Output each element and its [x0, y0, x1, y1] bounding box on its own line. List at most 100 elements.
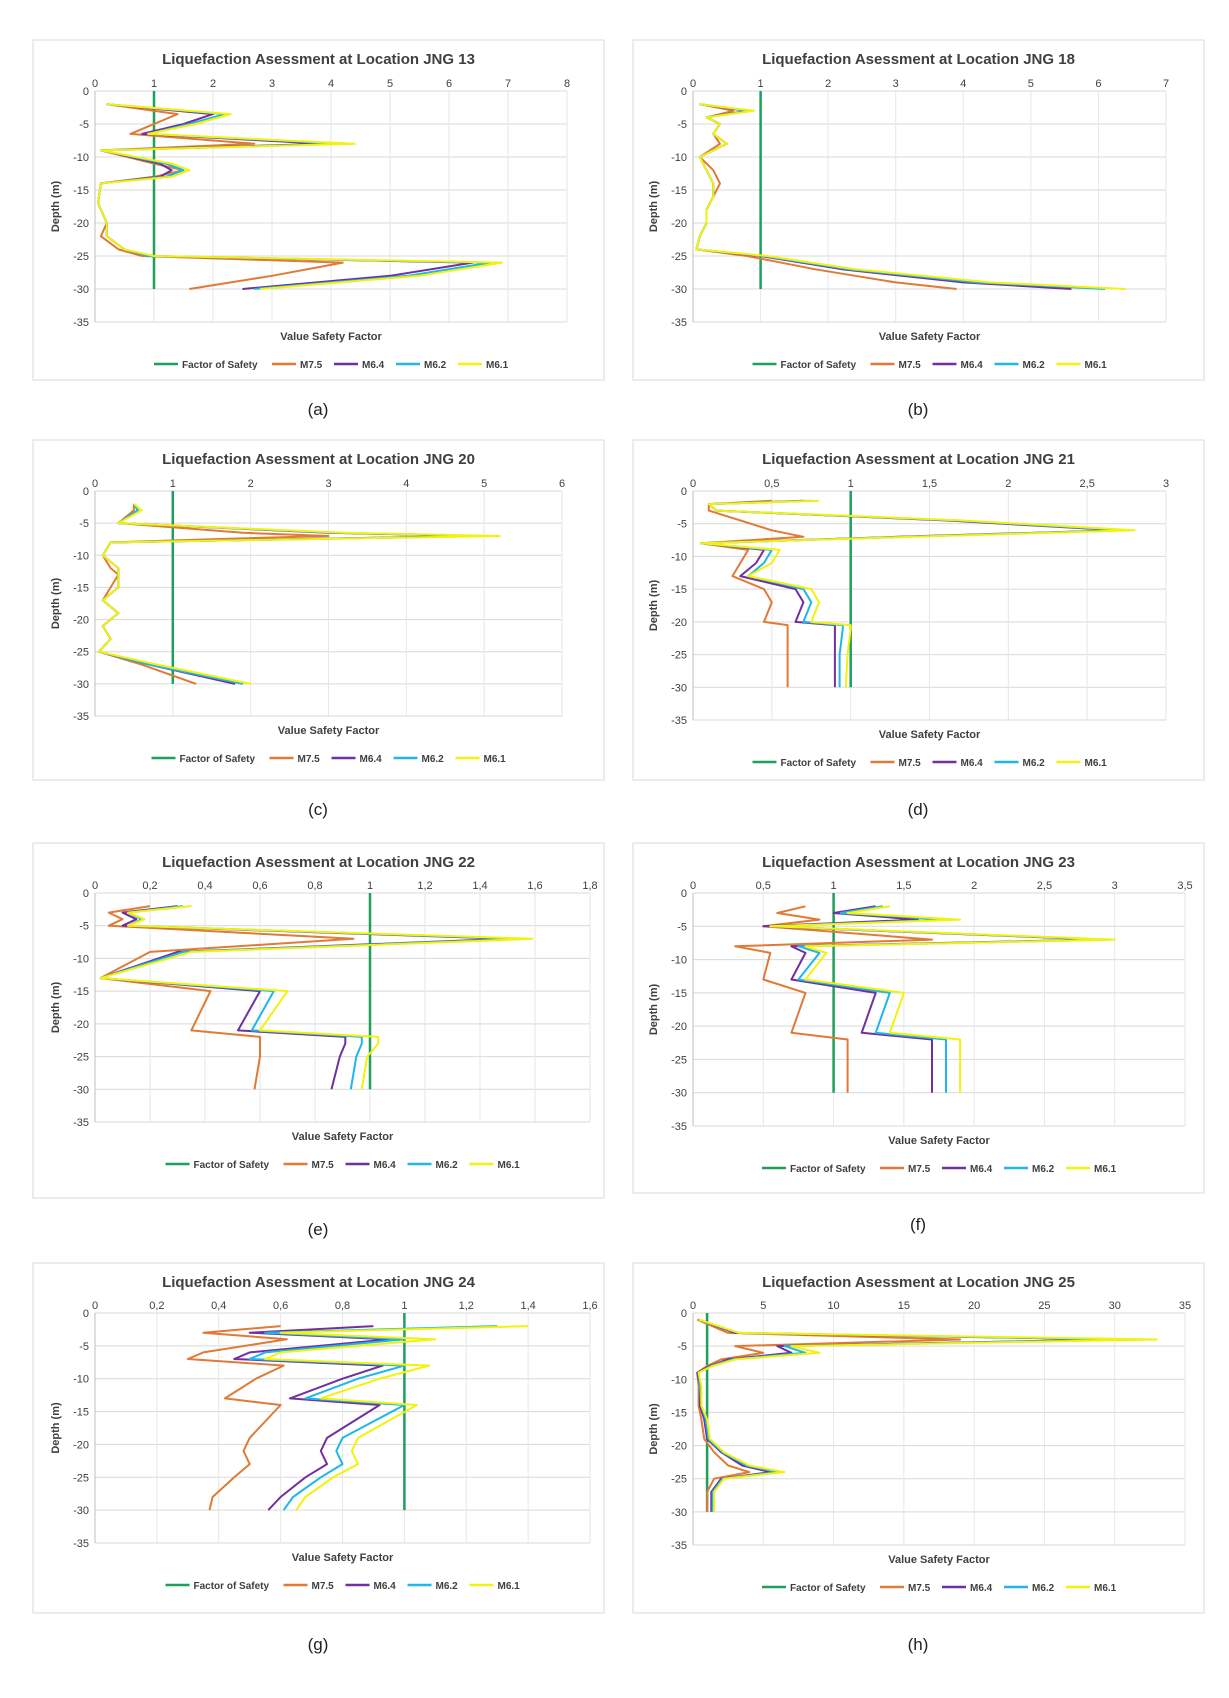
series-line-m7-5 [186, 1325, 288, 1511]
y-tick-label: -15 [671, 584, 687, 596]
series-line-m6-1 [97, 503, 501, 685]
series-line-m7-5 [734, 905, 933, 1093]
y-tick-label: -25 [671, 1054, 687, 1066]
y-tick-label: -5 [677, 1341, 687, 1353]
y-tick-label: -20 [73, 1019, 89, 1031]
x-tick-label: 0,6 [252, 880, 267, 892]
x-tick-label: 2,5 [1037, 880, 1052, 892]
y-tick-label: -20 [671, 1441, 687, 1453]
y-axis-label: Depth (m) [50, 982, 62, 1034]
y-tick-label: -30 [671, 682, 687, 694]
legend-label: M7.5 [899, 360, 922, 371]
x-tick-label: 1,2 [459, 1300, 474, 1312]
y-tick-label: -20 [73, 615, 89, 627]
y-tick-label: -20 [73, 218, 89, 230]
panel-caption: (f) [910, 1215, 926, 1234]
chart-panel-5: Liquefaction Asessment at Location JNG 2… [32, 842, 605, 1199]
y-axis-label: Depth (m) [50, 578, 62, 630]
y-tick-label: -10 [671, 1374, 687, 1386]
x-tick-label: 1,5 [896, 880, 911, 892]
y-tick-label: 0 [83, 86, 89, 98]
y-tick-label: -20 [671, 617, 687, 629]
legend-label: M6.1 [498, 1581, 521, 1592]
chart-title: Liquefaction Asessment at Location JNG 2… [162, 854, 475, 871]
series-line-m7-5 [699, 499, 805, 688]
x-tick-label: 0 [690, 478, 696, 490]
x-tick-label: 1,2 [417, 880, 432, 892]
y-tick-label: -15 [671, 1407, 687, 1419]
x-tick-label: 0,5 [764, 478, 779, 490]
legend-label: Factor of Safety [790, 1583, 866, 1594]
chart-panel-7: Liquefaction Asessment at Location JNG 2… [32, 1262, 605, 1614]
legend-label: M6.4 [961, 758, 984, 769]
chart-title: Liquefaction Asessment at Location JNG 2… [762, 1274, 1075, 1291]
y-tick-label: -15 [671, 185, 687, 197]
series-line-m6-1 [97, 103, 504, 290]
legend-label: M6.4 [360, 754, 383, 765]
y-tick-label: -30 [73, 284, 89, 296]
y-tick-label: -25 [671, 251, 687, 263]
chart-title: Liquefaction Asessment at Location JNG 1… [162, 51, 475, 68]
legend-label: Factor of Safety [194, 1581, 270, 1592]
x-tick-label: 3,5 [1177, 880, 1192, 892]
y-tick-label: -35 [73, 1117, 89, 1129]
chart-panel-8: Liquefaction Asessment at Location JNG 2… [632, 1262, 1205, 1614]
x-tick-label: 0 [690, 1300, 696, 1312]
y-axis-label: Depth (m) [648, 580, 660, 632]
y-tick-label: 0 [681, 888, 687, 900]
chart-frame [32, 842, 605, 1199]
y-axis-label: Depth (m) [648, 181, 660, 233]
x-tick-label: 1 [848, 478, 854, 490]
legend-label: M7.5 [312, 1581, 335, 1592]
chart-frame [32, 439, 605, 781]
x-tick-label: 30 [1109, 1300, 1121, 1312]
legend-label: M6.2 [422, 754, 445, 765]
legend-label: M6.4 [374, 1160, 397, 1171]
panel-caption: (h) [908, 1635, 929, 1654]
chart-title: Liquefaction Asessment at Location JNG 1… [762, 51, 1075, 68]
chart-title: Liquefaction Asessment at Location JNG 2… [762, 451, 1075, 468]
legend-label: M7.5 [312, 1160, 335, 1171]
y-tick-label: 0 [681, 486, 687, 498]
x-tick-label: 0 [92, 880, 98, 892]
chart-frame [632, 842, 1205, 1194]
legend-label: M6.4 [961, 360, 984, 371]
legend-label: M6.1 [486, 360, 509, 371]
y-tick-label: -35 [73, 317, 89, 329]
y-tick-label: 0 [681, 1308, 687, 1320]
y-tick-label: -20 [73, 1439, 89, 1451]
y-tick-label: -35 [671, 1540, 687, 1552]
x-tick-label: 1 [151, 78, 157, 90]
x-tick-label: 6 [1095, 78, 1101, 90]
x-tick-label: 4 [960, 78, 966, 90]
x-tick-label: 0,4 [211, 1300, 226, 1312]
legend-label: M7.5 [298, 754, 321, 765]
y-tick-label: -30 [73, 1505, 89, 1517]
chart-frame [632, 39, 1205, 381]
x-tick-label: 15 [898, 1300, 910, 1312]
y-tick-label: -5 [677, 119, 687, 131]
x-tick-label: 1,6 [527, 880, 542, 892]
chart-panel-1: Liquefaction Asessment at Location JNG 1… [32, 39, 605, 381]
x-tick-label: 35 [1179, 1300, 1191, 1312]
panel-caption: (c) [308, 800, 328, 819]
legend-label: M7.5 [899, 758, 922, 769]
legend-label: Factor of Safety [180, 754, 256, 765]
x-axis-label: Value Safety Factor [879, 729, 981, 741]
y-tick-label: -25 [73, 647, 89, 659]
y-axis-label: Depth (m) [648, 1403, 660, 1455]
panel-caption: (a) [308, 400, 329, 419]
x-tick-label: 0,2 [142, 880, 157, 892]
x-axis-label: Value Safety Factor [292, 1131, 394, 1143]
x-tick-label: 4 [328, 78, 334, 90]
chart-panel-4: Liquefaction Asessment at Location JNG 2… [632, 439, 1205, 781]
y-tick-label: -25 [73, 251, 89, 263]
x-tick-label: 0,8 [307, 880, 322, 892]
x-tick-label: 2 [825, 78, 831, 90]
x-tick-label: 0 [92, 78, 98, 90]
y-tick-label: -15 [73, 986, 89, 998]
y-tick-label: -20 [671, 1021, 687, 1033]
legend-label: M6.2 [436, 1581, 459, 1592]
legend-label: Factor of Safety [781, 360, 857, 371]
